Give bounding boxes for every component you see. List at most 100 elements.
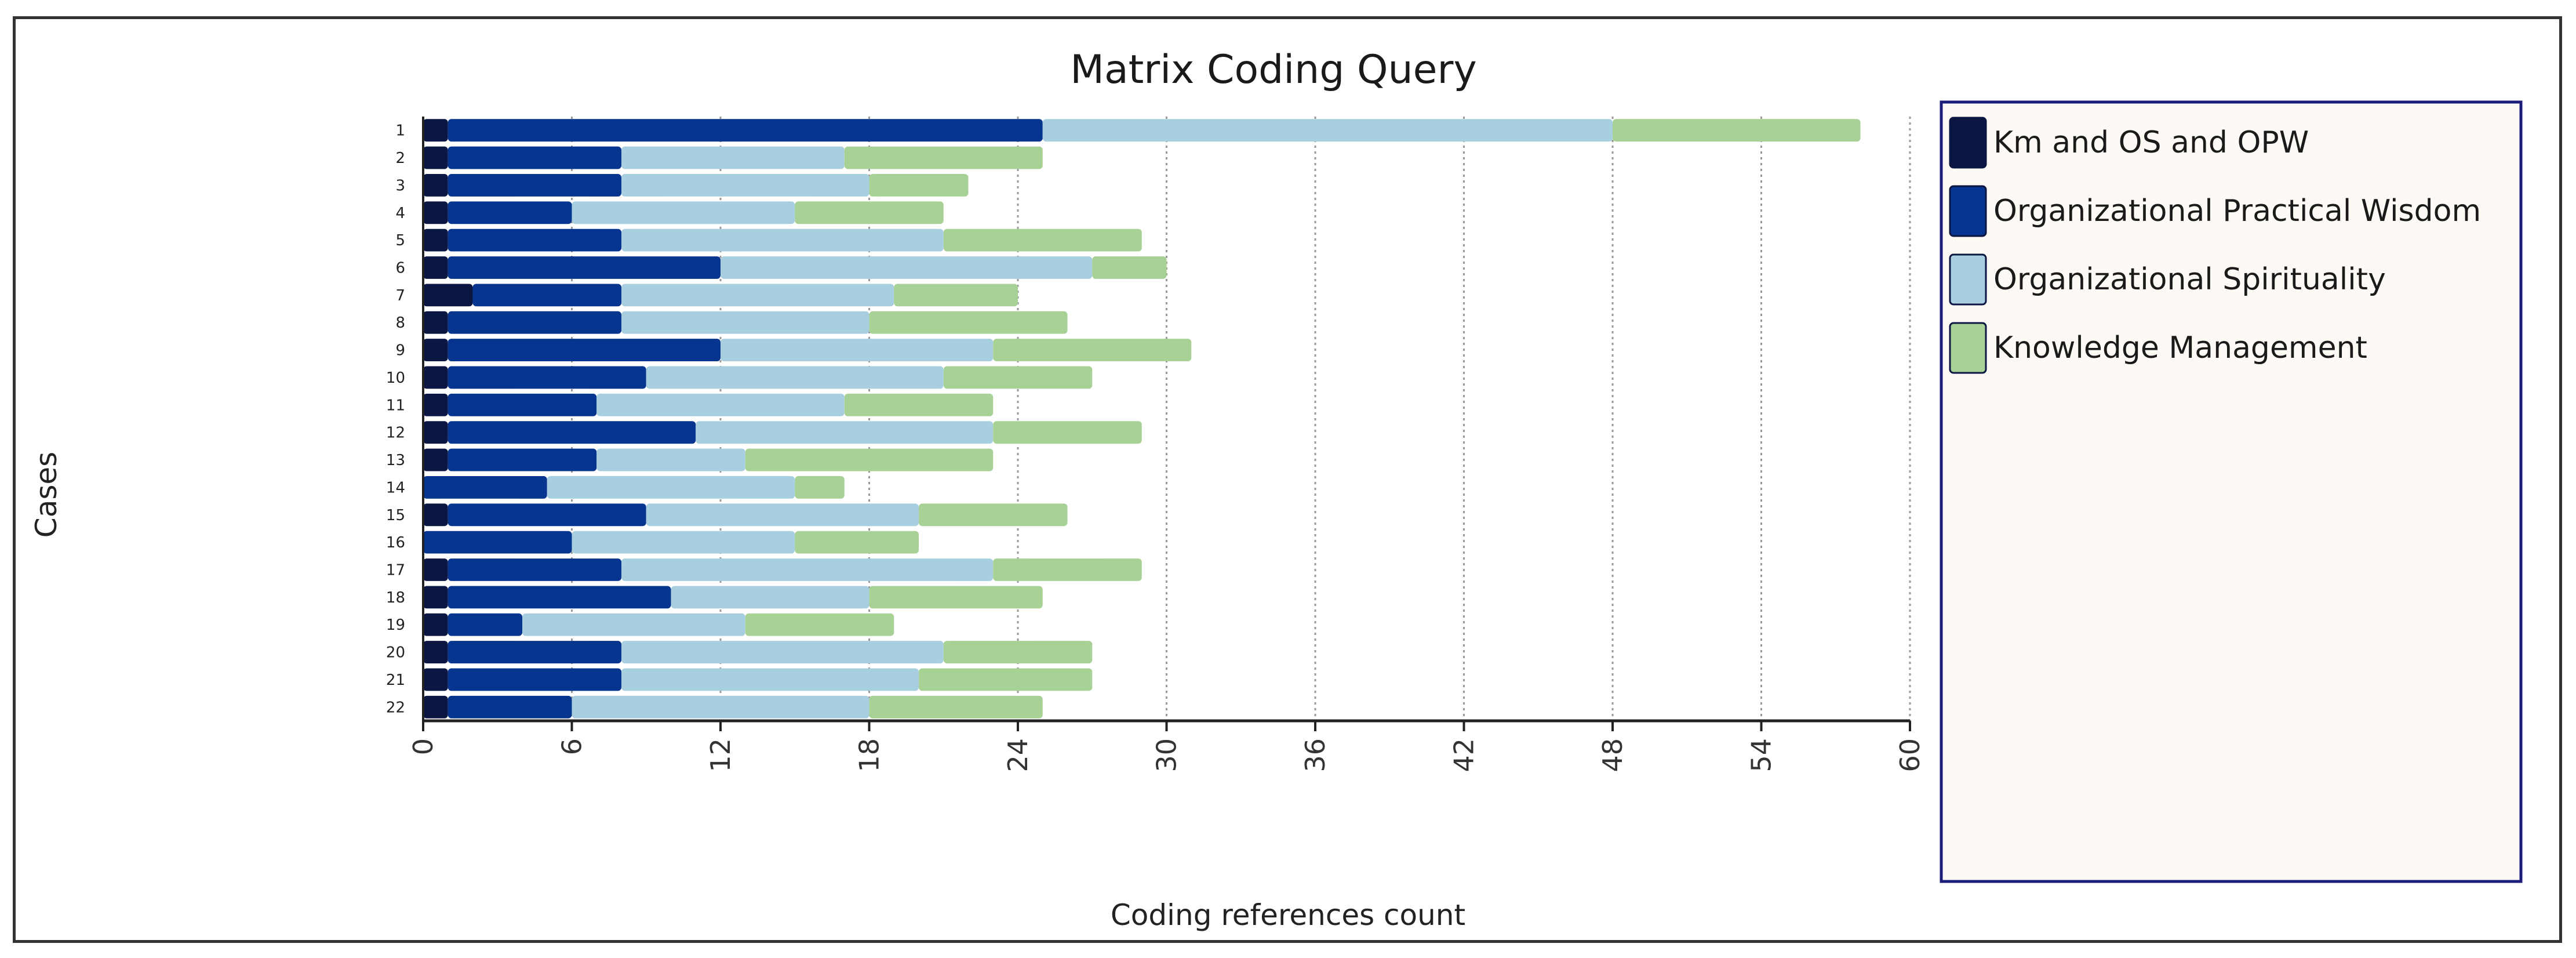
legend-label: Km and OS and OPW [1993,125,2309,160]
bar-case-3-series-3 [621,173,869,197]
legend-swatch [1949,253,1987,306]
bar-case-12-series-4 [993,421,1142,444]
bars-group [423,119,1861,718]
bar-case-20-series-2 [447,641,621,664]
bar-case-7-series-2 [472,284,621,307]
grid-lines [571,117,1911,721]
bar-case-3-series-4 [869,173,969,197]
bar-case-5-series-3 [621,228,944,252]
x-tick-label: 12 [705,738,736,772]
y-tick-label: 6 [395,260,405,277]
bar-case-2-series-3 [621,146,845,169]
y-tick-label: 21 [386,672,405,689]
bar-case-21-series-1 [423,668,448,691]
bar-case-5-series-2 [447,228,621,252]
legend-swatch [1949,117,1987,169]
bar-case-22-series-3 [572,695,869,718]
y-tick-label: 14 [386,479,405,496]
bar-case-14-series-3 [547,476,795,499]
bar-case-2-series-2 [447,146,621,169]
bar-case-15-series-1 [423,503,448,527]
bar-case-20-series-4 [943,641,1093,664]
bar-case-19-series-4 [745,613,894,636]
bar-case-15-series-2 [447,503,646,527]
bar-case-9-series-3 [721,339,994,362]
y-tick-label: 5 [395,232,405,249]
bar-case-3-series-2 [447,173,621,197]
bar-case-10-series-4 [943,366,1093,389]
bar-case-1-series-3 [1042,119,1613,142]
bar-case-4-series-2 [447,201,572,224]
y-tick-label: 20 [386,644,405,662]
bar-case-16-series-4 [795,531,919,554]
bar-case-18-series-2 [447,586,671,609]
legend-label: Organizational Spirituality [1993,262,2386,297]
y-tick-label: 16 [386,534,405,551]
y-tick-label: 9 [395,342,405,360]
x-tick-label: 48 [1597,738,1628,772]
bar-case-17-series-1 [423,558,448,581]
legend-label: Knowledge Management [1993,331,2367,365]
bar-case-21-series-2 [447,668,621,691]
x-axis: 0 6 12 18 24 30 36 42 48 54 60 [407,117,1926,772]
bar-case-15-series-4 [919,503,1068,527]
y-tick-label: 2 [395,150,405,167]
legend-swatch [1949,322,1987,374]
y-tick-label: 22 [386,699,405,716]
bar-case-13-series-3 [596,448,745,471]
bar-case-14-series-4 [795,476,845,499]
bar-case-22-series-4 [869,695,1043,718]
x-tick-label: 0 [407,738,439,755]
bar-case-18-series-1 [423,586,448,609]
legend-label: Organizational Practical Wisdom [1993,194,2481,228]
bar-case-19-series-1 [423,613,448,636]
x-tick-label: 60 [1894,738,1926,772]
bar-case-17-series-3 [621,558,994,581]
legend-swatch [1949,185,1987,237]
bar-case-9-series-2 [447,339,721,362]
bar-case-6-series-4 [1092,256,1167,279]
bar-case-22-series-2 [447,695,572,718]
bar-case-8-series-1 [423,311,448,334]
bar-case-19-series-3 [522,613,745,636]
chart-frame: Matrix Coding Query Cases Coding referen… [13,16,2562,943]
x-tick-label: 36 [1300,738,1331,772]
y-tick-label: 7 [395,287,405,304]
bar-case-7-series-3 [621,284,894,307]
x-tick-label: 54 [1746,738,1777,772]
y-tick-label: 15 [386,507,405,524]
bar-case-2-series-1 [423,146,448,169]
bar-case-4-series-1 [423,201,448,224]
bar-case-3-series-1 [423,173,448,197]
bar-case-11-series-3 [596,393,845,416]
bar-case-7-series-1 [423,284,473,307]
bar-case-18-series-4 [869,586,1043,609]
bar-case-19-series-2 [447,613,522,636]
bar-case-13-series-2 [447,448,597,471]
bar-case-10-series-3 [646,366,944,389]
x-tick-label: 30 [1151,738,1183,772]
chart-title: Matrix Coding Query [1070,47,1476,93]
bar-case-22-series-1 [423,695,448,718]
bar-case-13-series-1 [423,448,448,471]
bar-case-1-series-2 [447,119,1043,142]
bar-case-8-series-2 [447,311,621,334]
bar-case-17-series-4 [993,558,1142,581]
legend: Km and OS and OPW Organizational Practica… [1940,100,2523,883]
bar-case-4-series-3 [572,201,795,224]
x-axis-label: Coding references count [1111,898,1465,932]
bar-case-4-series-4 [795,201,944,224]
chart-canvas: Matrix Coding Query Cases Coding referen… [30,47,2523,932]
bar-case-12-series-2 [447,421,696,444]
bar-case-9-series-4 [993,339,1192,362]
x-tick-label: 24 [1002,738,1034,772]
bar-case-20-series-1 [423,641,448,664]
bar-case-12-series-3 [696,421,994,444]
bar-case-17-series-2 [447,558,621,581]
bar-case-1-series-1 [423,119,448,142]
bar-case-21-series-3 [621,668,919,691]
y-tick-label: 8 [395,314,405,332]
bar-case-7-series-4 [894,284,1018,307]
bar-case-5-series-1 [423,228,448,252]
bar-case-10-series-1 [423,366,448,389]
